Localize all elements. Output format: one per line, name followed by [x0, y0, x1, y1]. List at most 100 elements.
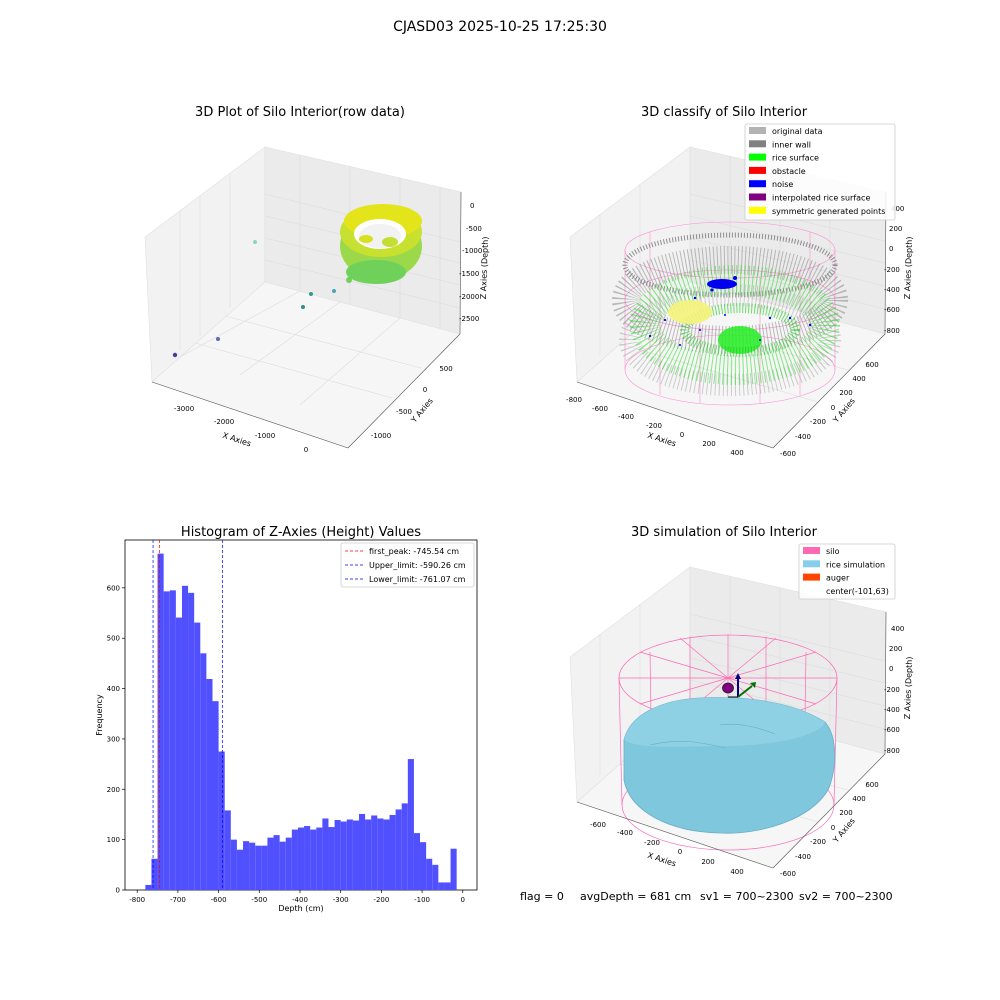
sim-x-axis [576, 801, 774, 869]
histogram-bar [224, 810, 231, 890]
sim-z-axis [884, 611, 887, 755]
histogram-bar [285, 837, 292, 890]
status-footer: flag = 0 avgDepth = 681 cm sv1 = 700~230… [520, 890, 893, 903]
histogram-bar [236, 849, 244, 890]
sim-ytick: 400 [852, 795, 865, 803]
classify-xtick: 0 [680, 431, 684, 439]
raw-y-axis [347, 333, 461, 449]
panel-histogram: Histogram of Z-Axies (Height) Values -80… [95, 525, 478, 913]
sim-ytick: 200 [839, 809, 852, 817]
sim-ytick: -400 [795, 853, 811, 861]
legend-swatch [749, 206, 766, 214]
classify-rice-surface [630, 265, 840, 385]
histogram-bar [438, 882, 445, 890]
legend-label: symmetric generated points [772, 207, 885, 216]
raw-ytick: -500 [396, 408, 412, 416]
classify-ztick: -200 [884, 266, 900, 274]
histogram-ytick-label: 500 [107, 635, 120, 643]
histogram-ytick-label: 200 [107, 786, 120, 794]
classify-ytick: 600 [865, 361, 878, 369]
histogram-bar [169, 590, 176, 890]
histogram-bar [322, 818, 329, 890]
sim-ytick: 600 [865, 781, 878, 789]
footer-sv2: sv2 = 700~2300 [799, 890, 893, 903]
histogram-bar [243, 841, 250, 890]
sim-rice-surface [623, 697, 836, 834]
sim-ztick: -200 [884, 686, 900, 694]
sim-ztick: 0 [889, 665, 893, 673]
classify-ztick: 400 [891, 205, 904, 213]
histogram-bar [346, 819, 353, 890]
sim-ztick: 200 [889, 645, 902, 653]
histogram-ytick-label: 600 [107, 584, 120, 592]
raw-ytick: 500 [439, 365, 452, 373]
legend-label: center(-101,63) [826, 587, 889, 596]
histogram-bar [401, 803, 408, 890]
classify-ytick: -200 [810, 418, 826, 426]
histogram-bar [218, 751, 225, 890]
histogram-xtick-label: -500 [251, 896, 267, 904]
legend-label: original data [772, 127, 823, 136]
sim-xtick: -200 [644, 839, 660, 847]
histogram-bar [413, 833, 421, 890]
classify-ytick: -400 [795, 433, 811, 441]
raw-silo-ring [340, 204, 422, 284]
histogram-bar [426, 858, 433, 890]
histogram-bar [407, 759, 414, 890]
histogram-bar [310, 829, 317, 890]
legend-swatch [749, 140, 766, 148]
classify-ztick: 0 [889, 245, 893, 253]
histogram-bar [420, 842, 427, 890]
panel-raw-title: 3D Plot of Silo Interior(row data) [195, 105, 405, 120]
raw-ztick: -2500 [459, 315, 479, 323]
histogram-bar [145, 884, 152, 890]
footer-avg-depth: avgDepth = 681 cm [580, 890, 691, 903]
classify-y-axis [772, 333, 886, 449]
legend-swatch [749, 193, 766, 201]
histogram-bar [157, 553, 164, 890]
raw-xtick: -2000 [214, 418, 234, 426]
histogram-bar [255, 845, 262, 890]
histogram-bar [352, 820, 359, 890]
histogram-bar [297, 827, 305, 890]
histogram-ylabel: Frequency [95, 694, 104, 736]
classify-ztick: 200 [889, 225, 902, 233]
legend-label: auger [826, 574, 850, 583]
sim-xtick: -600 [590, 821, 606, 829]
classify-symmetric-points [668, 300, 712, 324]
raw-ztick: 0 [470, 202, 474, 210]
legend-swatch [749, 166, 766, 174]
classify-ytick: -600 [780, 450, 796, 458]
legend-swatch [803, 573, 820, 581]
histogram-bar [194, 622, 201, 890]
histogram-bar [175, 617, 182, 890]
sim-ytick: 0 [831, 824, 835, 832]
panel-simulation: 3D simulation of Silo Interior [569, 525, 914, 878]
classify-xtick: 400 [730, 449, 743, 457]
histogram-bar [261, 845, 268, 890]
sim-xtick: 200 [701, 858, 714, 866]
histogram-legend-label: Lower_limit: -761.07 cm [369, 575, 466, 584]
histogram-bar [151, 858, 158, 890]
classify-xtick: -600 [592, 405, 608, 413]
histogram-ytick-label: 300 [107, 735, 120, 743]
histogram-bar [389, 814, 396, 890]
sim-ztick: -600 [884, 726, 900, 734]
classify-xtick: -400 [618, 413, 634, 421]
histogram-xtick-label: -200 [373, 896, 389, 904]
sim-ztick: -800 [884, 747, 900, 755]
histogram-legend: first_peak: -745.54 cm Upper_limit: -590.… [340, 542, 475, 588]
classify-xtick: 200 [702, 440, 715, 448]
histogram-bar [444, 882, 451, 890]
legend-swatch [749, 127, 766, 134]
sim-xtick: 0 [678, 848, 682, 856]
legend-label: interpolated rice surface [772, 194, 870, 203]
histogram-xlabel: Depth (cm) [278, 904, 323, 913]
classify-ytick: 400 [852, 375, 865, 383]
classify-ztick: -800 [884, 327, 900, 335]
histogram-bar [304, 826, 311, 890]
histogram-legend-label: first_peak: -745.54 cm [369, 547, 459, 556]
histogram-bar [450, 848, 457, 890]
histogram-bar [432, 864, 439, 890]
